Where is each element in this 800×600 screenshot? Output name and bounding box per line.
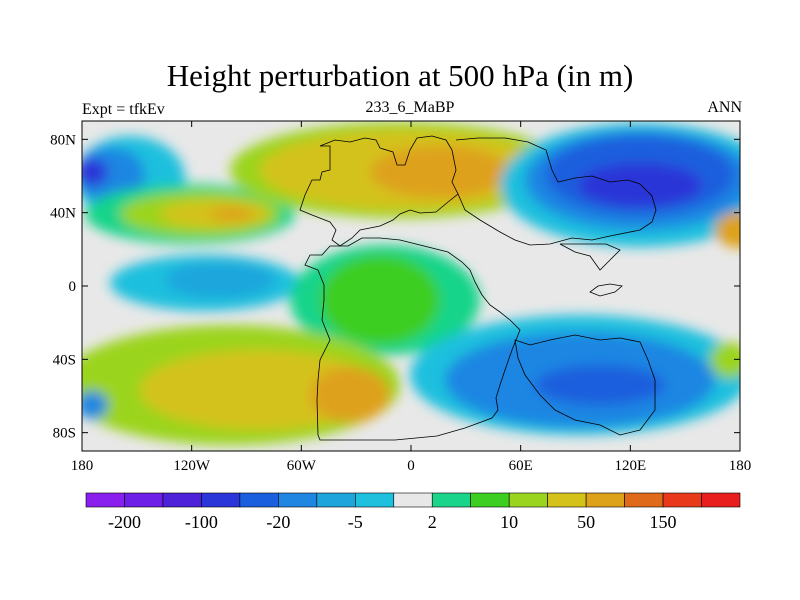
colorbar-label: 50 [577, 512, 595, 532]
colorbar-label: 2 [428, 512, 437, 532]
colorbar-swatch [85, 492, 125, 508]
x-tick-label: 60W [287, 458, 317, 474]
colorbar-swatch [278, 492, 318, 508]
y-tick-label: 0 [69, 279, 77, 295]
anomaly-blob [310, 367, 390, 423]
colorbar: -200 -100 -20 -5 2 10 50 150 [85, 492, 741, 532]
experiment-label: Expt = tfkEv [82, 101, 165, 118]
colorbar-label: -200 [108, 512, 141, 532]
colorbar-label: -5 [348, 512, 363, 532]
anomaly-blob [320, 255, 440, 345]
colorbar-swatch [354, 492, 395, 508]
landmass-outline [514, 334, 656, 436]
colorbar-label: 10 [500, 512, 518, 532]
case-label: 233_6_MaBP [365, 99, 455, 116]
season-label: ANN [707, 99, 742, 116]
colorbar-swatch [662, 492, 702, 508]
colorbar-swatch [124, 492, 164, 508]
contour-field [82, 121, 740, 451]
landmass-outline [304, 237, 521, 441]
x-tick-label: 0 [407, 458, 415, 474]
anomaly-blob [710, 342, 740, 378]
continent-outlines [299, 135, 657, 441]
x-tick-label: 180 [71, 458, 94, 474]
anomaly-blob [578, 163, 702, 207]
y-tick-label: 80N [50, 132, 76, 148]
colorbar-swatch [431, 492, 472, 508]
landmass-outline [559, 243, 621, 271]
anomaly-blob [210, 207, 254, 221]
colorbar-swatch [201, 492, 241, 508]
colorbar-swatch [508, 492, 548, 508]
x-tick-label: 60E [509, 458, 533, 474]
colorbar-swatch [316, 492, 356, 508]
colorbar-swatch [162, 492, 202, 508]
y-tick-label: 40N [50, 206, 76, 222]
landmass-outline [455, 137, 657, 246]
colorbar-swatch [701, 492, 741, 508]
colorbar-swatch [585, 492, 625, 508]
anomaly-blob [165, 262, 275, 298]
anomaly-blob [370, 146, 510, 198]
anomaly-blob [82, 391, 108, 419]
colorbar-swatch [624, 492, 664, 508]
landmass-outline [299, 135, 459, 247]
colorbar-label: -20 [266, 512, 290, 532]
x-tick-label: 120E [614, 458, 646, 474]
anomaly-blob [715, 212, 740, 248]
chart-title: Height perturbation at 500 hPa (in m) [166, 58, 634, 93]
landmass-outline [589, 283, 623, 297]
x-tick-label: 180 [729, 458, 752, 474]
y-tick-label: 40S [53, 352, 76, 368]
colorbar-label: -100 [185, 512, 218, 532]
axes: 180 120W 60W 0 60E 120E 180 80N 40N 0 40S 80S [50, 121, 751, 474]
colorbar-swatch [239, 492, 279, 508]
colorbar-swatch [547, 492, 587, 508]
y-tick-label: 80S [53, 426, 76, 442]
anomaly-blob [535, 365, 665, 405]
x-tick-label: 120W [173, 458, 211, 474]
colorbar-swatch [470, 492, 510, 508]
colorbar-label: 150 [650, 512, 677, 532]
colorbar-swatch [393, 492, 433, 508]
anomaly-blob [82, 158, 108, 186]
